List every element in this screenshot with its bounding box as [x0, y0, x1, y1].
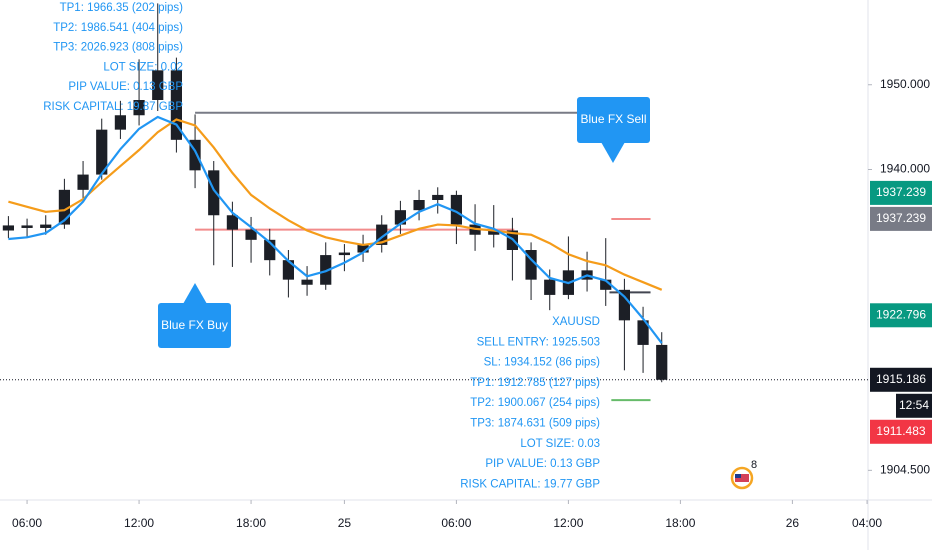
- price-tag: [870, 303, 932, 328]
- callout-text: Blue FX Buy: [161, 318, 228, 332]
- annotation-line: TP3: 2026.923 (808 pips): [53, 42, 183, 54]
- candle-body: [413, 200, 425, 211]
- callout-arrow: [183, 283, 207, 304]
- annotation-line: TP1: 1966.35 (202 pips): [60, 2, 184, 14]
- y-tick-label: 1940.000: [880, 162, 930, 176]
- candle-body: [264, 239, 276, 261]
- x-tick-label: 04:00: [852, 516, 882, 530]
- candle-body: [226, 215, 238, 230]
- price-tag: [870, 206, 932, 231]
- badge-count: 8: [751, 459, 757, 471]
- annotation-line: SL: 1934.152 (86 pips): [484, 357, 601, 369]
- candle-body: [338, 252, 350, 256]
- buy-callout: Blue FX Buy: [158, 283, 231, 348]
- candle-body: [245, 229, 257, 240]
- x-tick-label: 18:00: [236, 516, 266, 530]
- candle-body: [637, 320, 649, 345]
- sell-callout: Blue FX Sell: [577, 97, 650, 163]
- candle-body: [2, 225, 14, 231]
- candle-body: [488, 230, 500, 235]
- badge-flag: [735, 474, 741, 478]
- candle-body: [152, 70, 164, 100]
- candle-body: [77, 174, 89, 190]
- annotation-line: LOT SIZE: 0.03: [520, 438, 600, 450]
- candle-body: [320, 255, 332, 285]
- y-tick-label: 1950.000: [880, 77, 930, 91]
- moving-average: [8, 115, 663, 344]
- candle-body: [40, 224, 52, 228]
- y-tick-label: 1904.500: [880, 463, 930, 477]
- candle-body: [208, 170, 220, 216]
- annotation-line: SELL ENTRY: 1925.503: [477, 336, 600, 348]
- candle-body: [544, 279, 556, 295]
- flag-badge: 8: [730, 459, 757, 490]
- annotation-line: RISK CAPITAL: 19.87 GBP: [43, 101, 183, 113]
- annotation-line: TP2: 1986.541 (404 pips): [53, 22, 183, 34]
- price-tag-label: 1922.796: [876, 307, 926, 321]
- x-tick-label: 18:00: [665, 516, 695, 530]
- price-tag-label: 1937.239: [876, 185, 926, 199]
- candle-body: [114, 115, 126, 130]
- x-tick-label: 26: [786, 516, 800, 530]
- annotation-line: PIP VALUE: 0.13 GBP: [485, 458, 600, 470]
- x-tick-label: 25: [338, 516, 352, 530]
- candle-body: [58, 189, 70, 225]
- price-tag-label: 1915.186: [876, 372, 926, 386]
- candle-body: [96, 129, 108, 175]
- candle-body: [133, 100, 145, 116]
- candle-body: [432, 194, 444, 200]
- countdown-label: 12:54: [899, 398, 929, 412]
- candle-body: [357, 244, 369, 253]
- candle-body: [189, 139, 201, 171]
- annotation-line: TP3: 1874.631 (509 pips): [470, 418, 600, 430]
- callout-box: [577, 97, 650, 143]
- callout-arrow: [601, 142, 625, 163]
- candle-body: [656, 344, 668, 380]
- candle-body: [376, 224, 388, 245]
- candle-body: [21, 225, 33, 228]
- moving-average: [8, 118, 663, 291]
- callout-box: [158, 303, 231, 348]
- annotation-line: XAUUSD: [552, 316, 600, 328]
- annotation-line: TP1: 1912.785 (127 pips): [470, 377, 600, 389]
- x-tick-label: 12:00: [553, 516, 583, 530]
- badge-flag: [735, 474, 749, 482]
- price-tag: [870, 419, 932, 444]
- candle-body: [450, 194, 462, 225]
- annotation-line: TP2: 1900.067 (254 pips): [470, 397, 600, 409]
- price-tag: [870, 180, 932, 205]
- annotation-line: PIP VALUE: 0.13 GBP: [68, 81, 183, 93]
- countdown-tag: [896, 393, 932, 418]
- x-tick-label: 12:00: [124, 516, 154, 530]
- price-tag-label: 1911.483: [876, 424, 925, 438]
- price-tag: [870, 367, 932, 392]
- candle-body: [170, 70, 182, 140]
- candle-body: [525, 250, 537, 280]
- price-tag-label: 1937.239: [876, 211, 926, 225]
- callout-text: Blue FX Sell: [580, 112, 646, 126]
- candle-body: [394, 210, 406, 225]
- x-tick-label: 06:00: [12, 516, 42, 530]
- candle-body: [600, 279, 612, 290]
- candle-body: [618, 289, 630, 321]
- annotation-line: LOT SIZE: 0.02: [103, 61, 183, 73]
- annotation-line: RISK CAPITAL: 19.77 GBP: [460, 478, 600, 490]
- candle-body: [282, 260, 294, 280]
- x-tick-label: 06:00: [441, 516, 471, 530]
- candle-body: [301, 279, 313, 285]
